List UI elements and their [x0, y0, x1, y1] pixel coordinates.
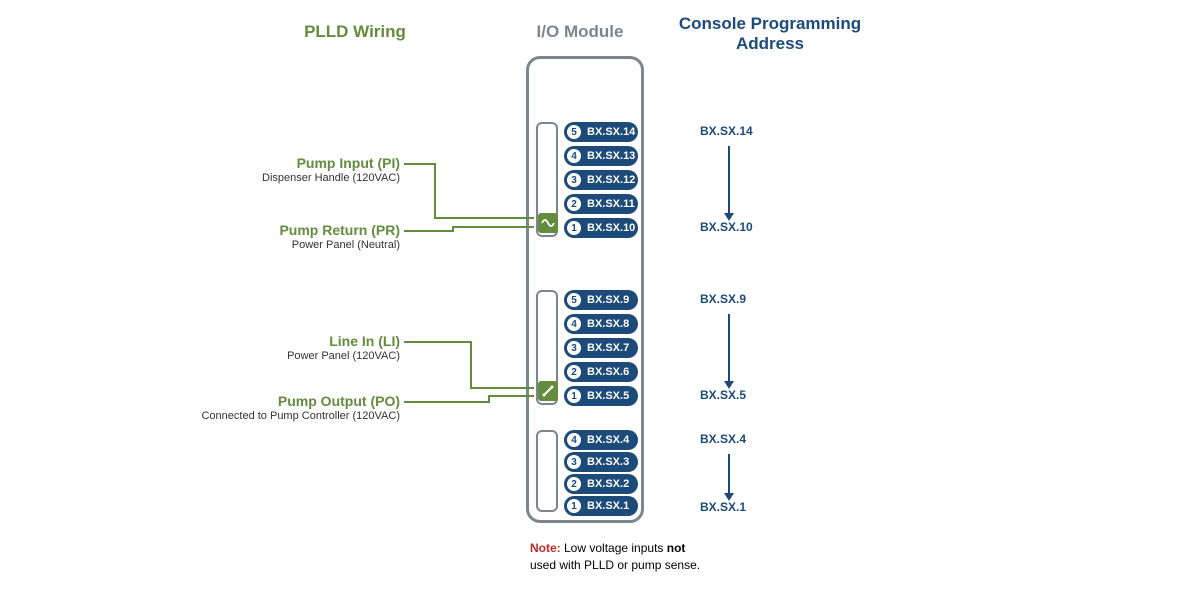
terminal-label: BX.SX.3: [587, 456, 629, 468]
terminal-BX-SX-10: 1 BX.SX.10: [564, 218, 638, 238]
terminal-BX-SX-13: 4 BX.SX.13: [564, 146, 638, 166]
terminal-BX-SX-14: 5 BX.SX.14: [564, 122, 638, 142]
addr-arrow-head-1: [724, 381, 734, 389]
terminal-BX-SX-8: 4 BX.SX.8: [564, 314, 638, 334]
terminal-number: 2: [567, 365, 581, 379]
terminal-label: BX.SX.8: [587, 318, 629, 330]
terminal-label: BX.SX.2: [587, 478, 629, 490]
addr-arrow-line-2: [728, 454, 730, 494]
terminal-number: 1: [567, 389, 581, 403]
wiring-title-li: Line In (LI): [140, 333, 400, 350]
terminal-label: BX.SX.10: [587, 222, 635, 234]
terminal-BX-SX-1: 1 BX.SX.1: [564, 496, 638, 516]
terminal-BX-SX-11: 2 BX.SX.11: [564, 194, 638, 214]
terminal-label: BX.SX.6: [587, 366, 629, 378]
wiring-title-pi: Pump Input (PI): [140, 155, 400, 172]
addr-arrow-line-1: [728, 314, 730, 382]
terminal-number: 3: [567, 341, 581, 355]
terminal-label: BX.SX.14: [587, 126, 635, 138]
wire-pi: [434, 217, 534, 219]
addr-top-0: BX.SX.14: [700, 124, 753, 138]
wire-li: [470, 387, 534, 389]
wiring-label-pr: Pump Return (PR)Power Panel (Neutral): [140, 222, 400, 252]
terminal-label: BX.SX.9: [587, 294, 629, 306]
addr-arrow-head-2: [724, 493, 734, 501]
header-console: Console ProgrammingAddress: [670, 14, 870, 55]
wire-po: [404, 401, 488, 403]
wiring-sub-po: Connected to Pump Controller (120VAC): [140, 410, 400, 423]
wire-li: [404, 341, 470, 343]
terminal-number: 5: [567, 125, 581, 139]
terminal-BX-SX-12: 3 BX.SX.12: [564, 170, 638, 190]
terminal-BX-SX-5: 1 BX.SX.5: [564, 386, 638, 406]
terminal-label: BX.SX.13: [587, 150, 635, 162]
addr-bot-2: BX.SX.1: [700, 500, 746, 514]
wire-po: [488, 395, 534, 397]
terminal-label: BX.SX.5: [587, 390, 629, 402]
terminal-BX-SX-7: 3 BX.SX.7: [564, 338, 638, 358]
terminal-number: 1: [567, 221, 581, 235]
terminal-number: 4: [567, 317, 581, 331]
header-plld: PLLD Wiring: [300, 22, 410, 42]
addr-bot-0: BX.SX.10: [700, 220, 753, 234]
terminal-label: BX.SX.11: [587, 198, 635, 210]
terminal-number: 2: [567, 197, 581, 211]
terminal-BX-SX-4: 4 BX.SX.4: [564, 430, 638, 450]
terminal-number: 4: [567, 433, 581, 447]
wiring-sub-li: Power Panel (120VAC): [140, 350, 400, 363]
terminal-number: 2: [567, 477, 581, 491]
terminal-number: 1: [567, 499, 581, 513]
wire-pr: [404, 230, 452, 232]
terminal-number: 4: [567, 149, 581, 163]
header-io: I/O Module: [520, 22, 640, 42]
terminal-label: BX.SX.4: [587, 434, 629, 446]
terminal-label: BX.SX.12: [587, 174, 635, 186]
terminal-BX-SX-9: 5 BX.SX.9: [564, 290, 638, 310]
wiring-title-pr: Pump Return (PR): [140, 222, 400, 239]
terminal-label: BX.SX.7: [587, 342, 629, 354]
wiring-label-po: Pump Output (PO)Connected to Pump Contro…: [140, 393, 400, 423]
addr-top-2: BX.SX.4: [700, 432, 746, 446]
addr-arrow-head-0: [724, 213, 734, 221]
wiring-label-li: Line In (LI)Power Panel (120VAC): [140, 333, 400, 363]
terminal-number: 3: [567, 173, 581, 187]
wire-li: [470, 341, 472, 389]
addr-arrow-line-0: [728, 146, 730, 214]
terminal-number: 5: [567, 293, 581, 307]
wiring-sub-pi: Dispenser Handle (120VAC): [140, 172, 400, 185]
note-text: Note: Low voltage inputs notused with PL…: [530, 540, 790, 574]
terminal-number: 3: [567, 455, 581, 469]
wire-pr: [452, 226, 534, 228]
slash-icon: [538, 381, 558, 401]
module-panel-2: [536, 430, 558, 512]
wiring-label-pi: Pump Input (PI)Dispenser Handle (120VAC): [140, 155, 400, 185]
wire-pi: [404, 163, 434, 165]
terminal-BX-SX-3: 3 BX.SX.3: [564, 452, 638, 472]
terminal-BX-SX-6: 2 BX.SX.6: [564, 362, 638, 382]
terminal-BX-SX-2: 2 BX.SX.2: [564, 474, 638, 494]
wiring-sub-pr: Power Panel (Neutral): [140, 239, 400, 252]
sine-icon: [538, 213, 558, 233]
addr-bot-1: BX.SX.5: [700, 388, 746, 402]
wiring-title-po: Pump Output (PO): [140, 393, 400, 410]
addr-top-1: BX.SX.9: [700, 292, 746, 306]
wire-pi: [434, 163, 436, 219]
terminal-label: BX.SX.1: [587, 500, 629, 512]
